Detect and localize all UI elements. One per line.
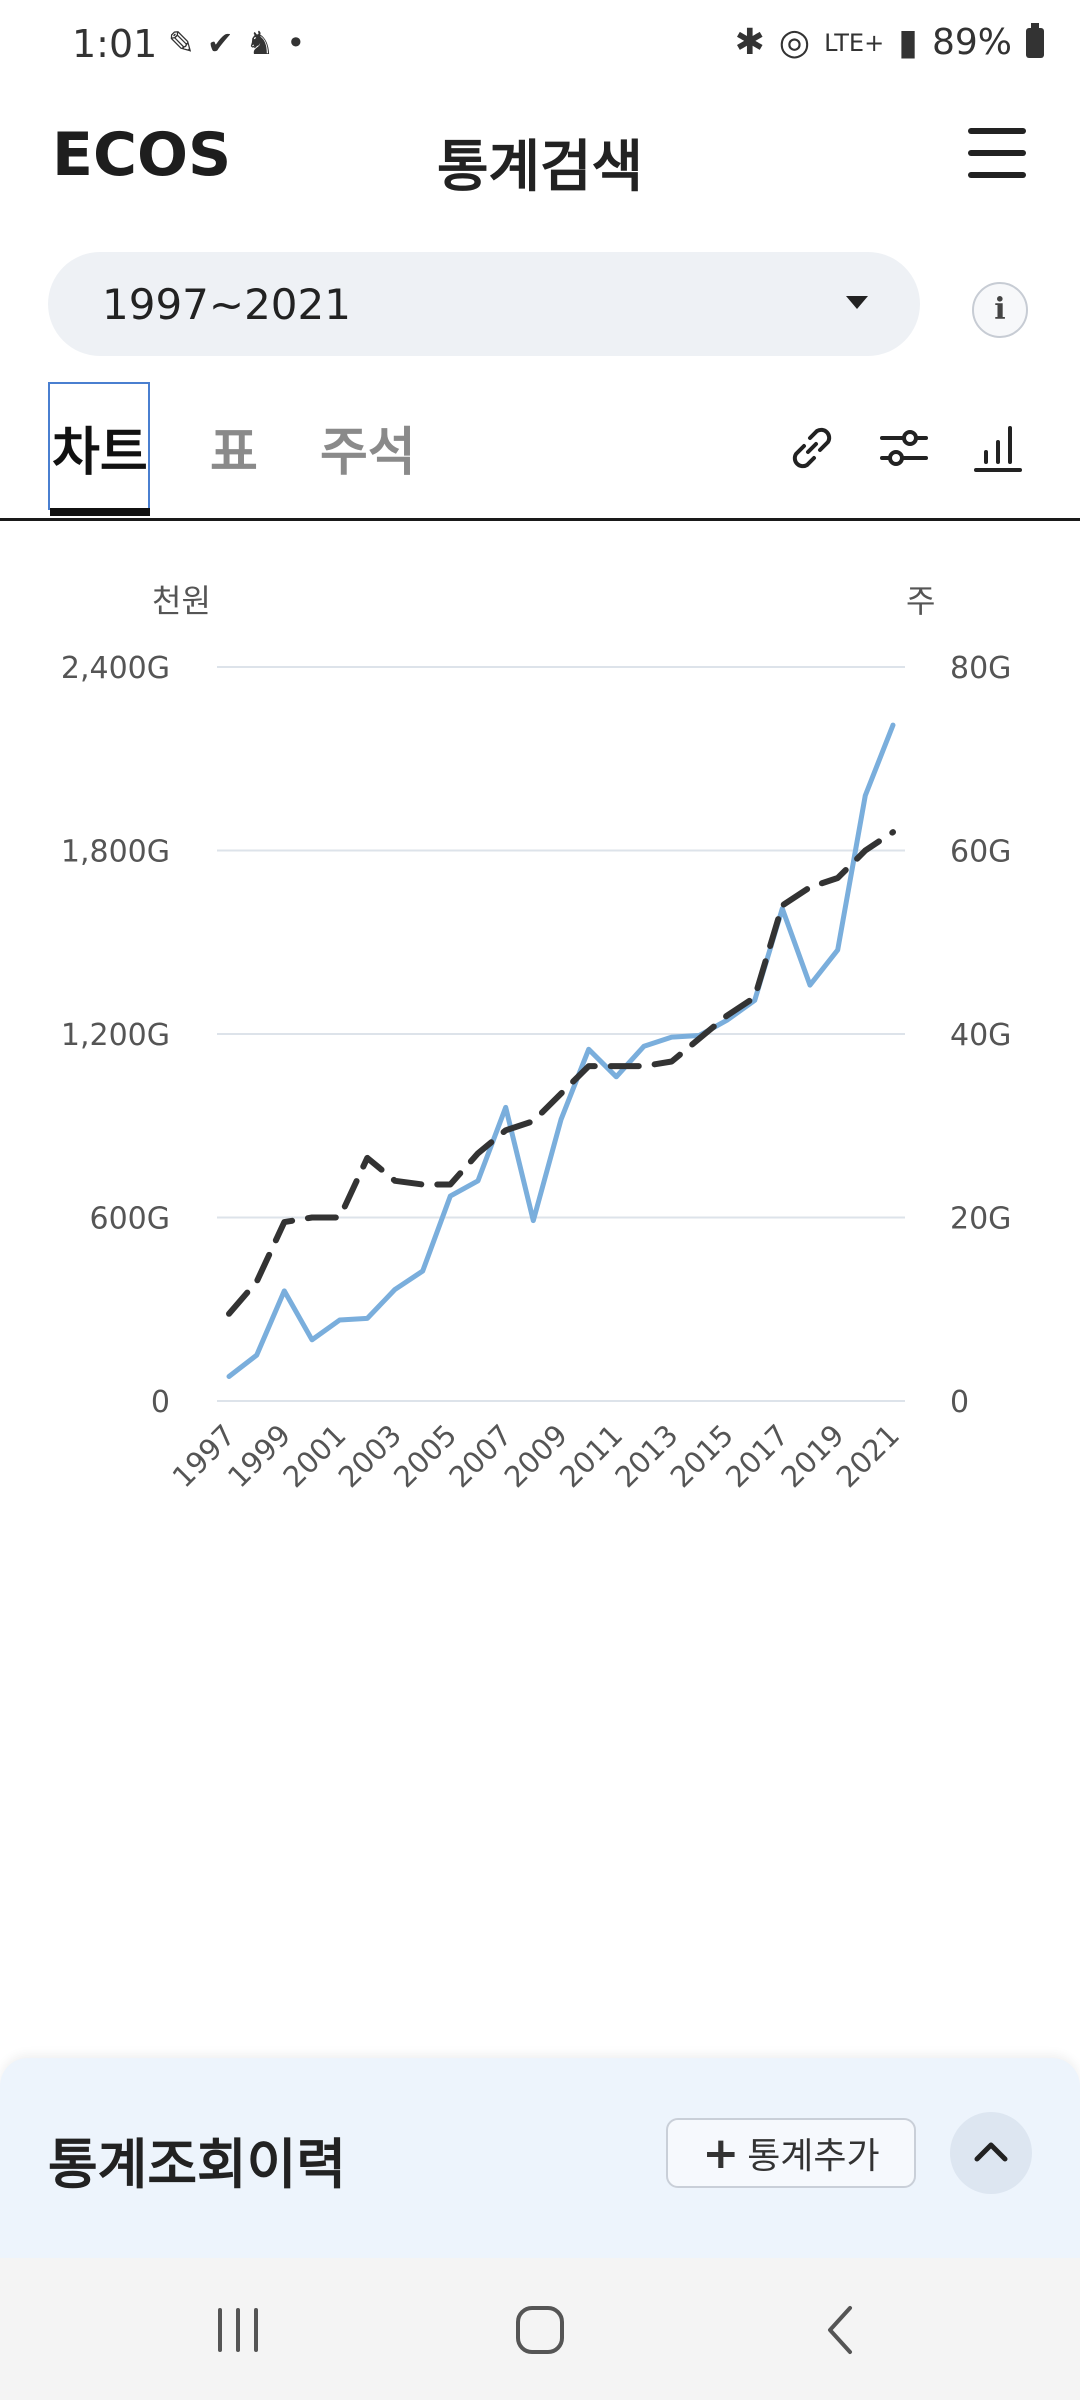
network-label: LTE+ [824, 28, 885, 57]
link-icon[interactable] [786, 422, 838, 474]
menu-icon-bar [968, 172, 1026, 178]
x-tick-label: 2015 [664, 1418, 740, 1494]
history-title: 통계조회이력 [48, 2133, 347, 2196]
view-tabs: 차트 표 주석 [0, 370, 1080, 521]
series-line-2 [226, 829, 896, 1317]
left-axis-unit: 천원 [152, 582, 211, 620]
info-button[interactable]: i [972, 282, 1028, 338]
tab-notes[interactable]: 주석 [320, 423, 416, 483]
y-right-tick-label: 0 [950, 1385, 969, 1420]
info-icon: i [994, 292, 1006, 327]
back-icon[interactable] [812, 2302, 872, 2358]
y-left-tick-label: 2,400G [61, 651, 170, 686]
x-tick-label: 2009 [498, 1418, 574, 1494]
bluetooth-icon: ✱ [734, 22, 765, 63]
active-tab-indicator [50, 508, 150, 516]
period-select[interactable]: 1997~2021 [48, 252, 920, 356]
home-icon[interactable] [510, 2302, 570, 2358]
signal-icon: ▮ [898, 22, 918, 63]
check-icon: ✔ [206, 24, 246, 62]
plus-icon: + [702, 2127, 740, 2179]
y-right-tick-label: 20G [950, 1202, 1011, 1237]
line-chart: 천원 주 0 0 600G 20G 1,200G 40G 1,800G 60G 2,400G 80G 1… [61, 582, 1012, 1494]
x-tick-label: 2017 [719, 1418, 795, 1494]
x-tick-label: 2011 [553, 1418, 629, 1494]
x-tick-label: 1997 [166, 1418, 242, 1494]
battery-label: 89% [931, 22, 1012, 63]
y-left-tick-label: 1,800G [61, 835, 170, 870]
x-tick-label: 2021 [830, 1418, 906, 1494]
system-nav-bar [0, 2258, 1080, 2400]
filter-sliders-icon[interactable] [878, 422, 930, 474]
right-axis-unit: 주 [906, 582, 935, 620]
history-panel: 통계조회이력 + 통계추가 [0, 2058, 1080, 2258]
battery-icon [1026, 22, 1044, 58]
x-tick-label: 1999 [221, 1418, 297, 1494]
status-right: ✱ ◎ LTE+ ▮ 89% [735, 22, 1044, 63]
y-right-tick-label: 40G [950, 1018, 1011, 1053]
hotspot-icon: ◎ [778, 22, 811, 63]
x-tick-label: 2013 [608, 1418, 684, 1494]
menu-icon-bar [968, 150, 1026, 156]
status-bar: 1:01 ✎✔♞• ✱ ◎ LTE+ ▮ 89% [0, 0, 1080, 95]
chart-area: 천원 주 0 0 600G 20G 1,200G 40G 1,800G 60G 2,400G 80G 1… [0, 560, 1080, 1520]
x-tick-label: 2003 [332, 1418, 408, 1494]
dot-icon: • [286, 24, 318, 62]
x-tick-label: 2001 [276, 1418, 352, 1494]
y-left-tick-label: 600G [89, 1202, 170, 1237]
status-time: 1:01 [72, 22, 158, 66]
recent-apps-icon[interactable] [208, 2302, 268, 2358]
notification-icons: ✎✔♞• [168, 24, 317, 62]
x-tick-label: 2005 [387, 1418, 463, 1494]
bird-icon: ♞ [245, 24, 287, 62]
period-value: 1997~2021 [102, 280, 351, 329]
add-statistic-button[interactable]: + 통계추가 [666, 2118, 916, 2188]
x-tick-label: 2007 [442, 1418, 518, 1494]
app-logo[interactable]: ECOS [52, 120, 232, 190]
y-left-tick-label: 0 [151, 1385, 170, 1420]
y-right-tick-label: 80G [950, 651, 1011, 686]
menu-button[interactable] [968, 128, 1026, 178]
add-statistic-label: 통계추가 [747, 2136, 880, 2177]
app-header: 통계검색 ECOS [0, 100, 1080, 210]
chart-type-icon[interactable] [972, 422, 1024, 474]
chevron-up-icon [974, 2142, 1008, 2162]
page-title: 통계검색 [436, 135, 644, 200]
tab-table[interactable]: 표 [210, 423, 258, 483]
pen-icon: ✎ [168, 24, 207, 62]
y-right-tick-label: 60G [950, 835, 1011, 870]
tab-chart[interactable]: 차트 [52, 423, 148, 483]
series-line-1 [226, 722, 896, 1379]
dropdown-caret-icon [846, 296, 868, 309]
y-left-tick-label: 1,200G [61, 1018, 170, 1053]
expand-button[interactable] [950, 2112, 1032, 2194]
x-tick-label: 2019 [774, 1418, 850, 1494]
menu-icon [968, 128, 1026, 134]
